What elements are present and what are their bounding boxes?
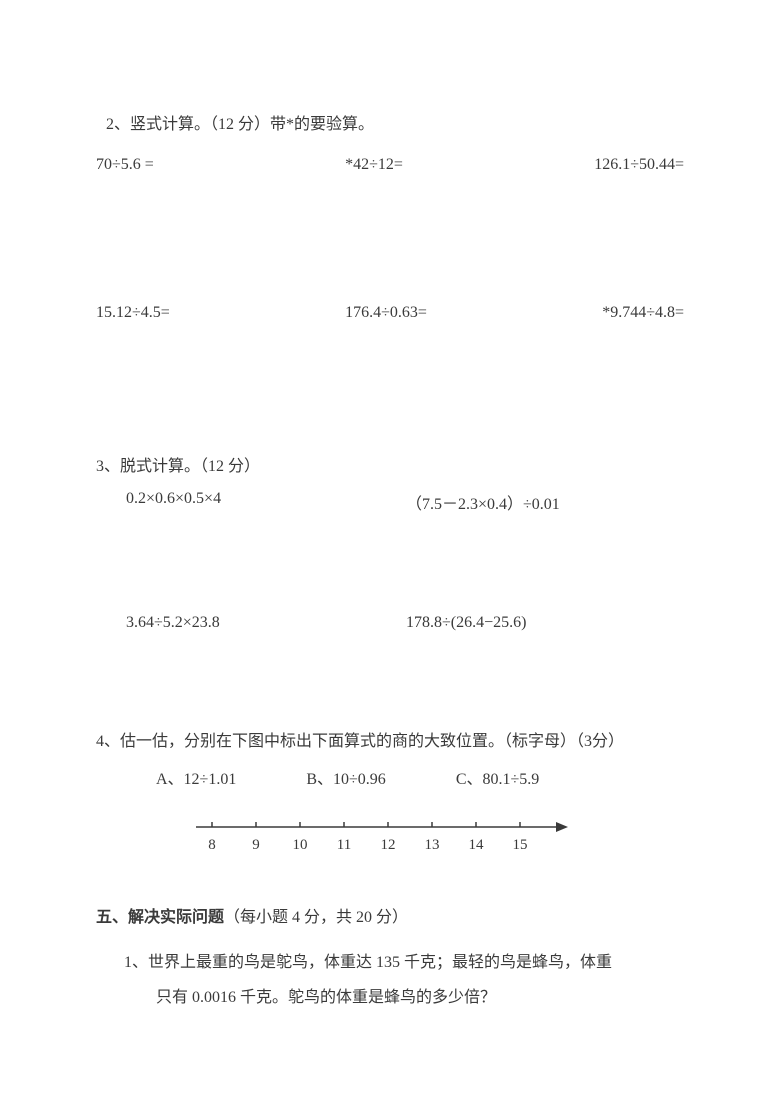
q2-title: 2、竖式计算。（12 分）带*的要验算。 bbox=[96, 110, 684, 134]
number-line-wrap: 8 9 10 11 12 13 14 15 bbox=[96, 813, 684, 863]
q3-row1: 0.2×0.6×0.5×4 （7.5－2.3×0.4）÷0.01 bbox=[96, 490, 684, 514]
section5-q1: 1、世界上最重的鸟是鸵鸟，体重达 135 千克；最轻的鸟是蜂鸟，体重 只有 0.… bbox=[96, 945, 684, 1015]
svg-text:13: 13 bbox=[425, 837, 440, 853]
q3-r1-b: （7.5－2.3×0.4）÷0.01 bbox=[406, 490, 560, 514]
q4-optB: B、10÷0.96 bbox=[306, 765, 385, 789]
q2-r2-b: 176.4÷0.63= bbox=[345, 304, 427, 322]
q3-title: 3、脱式计算。（12 分） bbox=[96, 452, 684, 476]
q2-r2-a: 15.12÷4.5= bbox=[96, 304, 170, 322]
q4-optA: A、12÷1.01 bbox=[156, 765, 236, 789]
q2-row1: 70÷5.6 = *42÷12= 126.1÷50.44= bbox=[96, 156, 684, 174]
q2-r2-c: *9.744÷4.8= bbox=[602, 304, 684, 322]
svg-text:12: 12 bbox=[381, 837, 396, 853]
svg-text:14: 14 bbox=[469, 837, 485, 853]
q4-options: A、12÷1.01 B、10÷0.96 C、80.1÷5.9 bbox=[96, 765, 684, 789]
q51-line1: 1、世界上最重的鸟是鸵鸟，体重达 135 千克；最轻的鸟是蜂鸟，体重 bbox=[124, 945, 684, 980]
svg-text:15: 15 bbox=[513, 837, 528, 853]
q2-r1-c: 126.1÷50.44= bbox=[594, 156, 684, 174]
q2-r1-a: 70÷5.6 = bbox=[96, 156, 154, 174]
number-line: 8 9 10 11 12 13 14 15 bbox=[182, 813, 582, 863]
section5-rest: （每小题 4 分，共 20 分） bbox=[224, 909, 408, 926]
section5-bold: 五、解决实际问题 bbox=[96, 909, 224, 926]
q3-row2: 3.64÷5.2×23.8 178.8÷(26.4−25.6) bbox=[96, 614, 684, 632]
svg-text:8: 8 bbox=[208, 837, 216, 853]
q2-r1-b: *42÷12= bbox=[345, 156, 403, 174]
svg-text:10: 10 bbox=[293, 837, 308, 853]
q3-r2-a: 3.64÷5.2×23.8 bbox=[96, 614, 406, 632]
q3-r1-a: 0.2×0.6×0.5×4 bbox=[96, 490, 406, 514]
q3-r2-b: 178.8÷(26.4−25.6) bbox=[406, 614, 526, 632]
svg-text:9: 9 bbox=[252, 837, 260, 853]
section5-heading: 五、解决实际问题（每小题 4 分，共 20 分） bbox=[96, 903, 684, 927]
svg-text:11: 11 bbox=[337, 837, 351, 853]
q4-optC: C、80.1÷5.9 bbox=[456, 765, 539, 789]
q51-line2: 只有 0.0016 千克。鸵鸟的体重是蜂鸟的多少倍？ bbox=[124, 980, 684, 1015]
q4-title: 4、估一估，分别在下图中标出下面算式的商的大致位置。（标字母）（3分） bbox=[96, 727, 684, 751]
q2-row2: 15.12÷4.5= 176.4÷0.63= *9.744÷4.8= bbox=[96, 304, 684, 322]
